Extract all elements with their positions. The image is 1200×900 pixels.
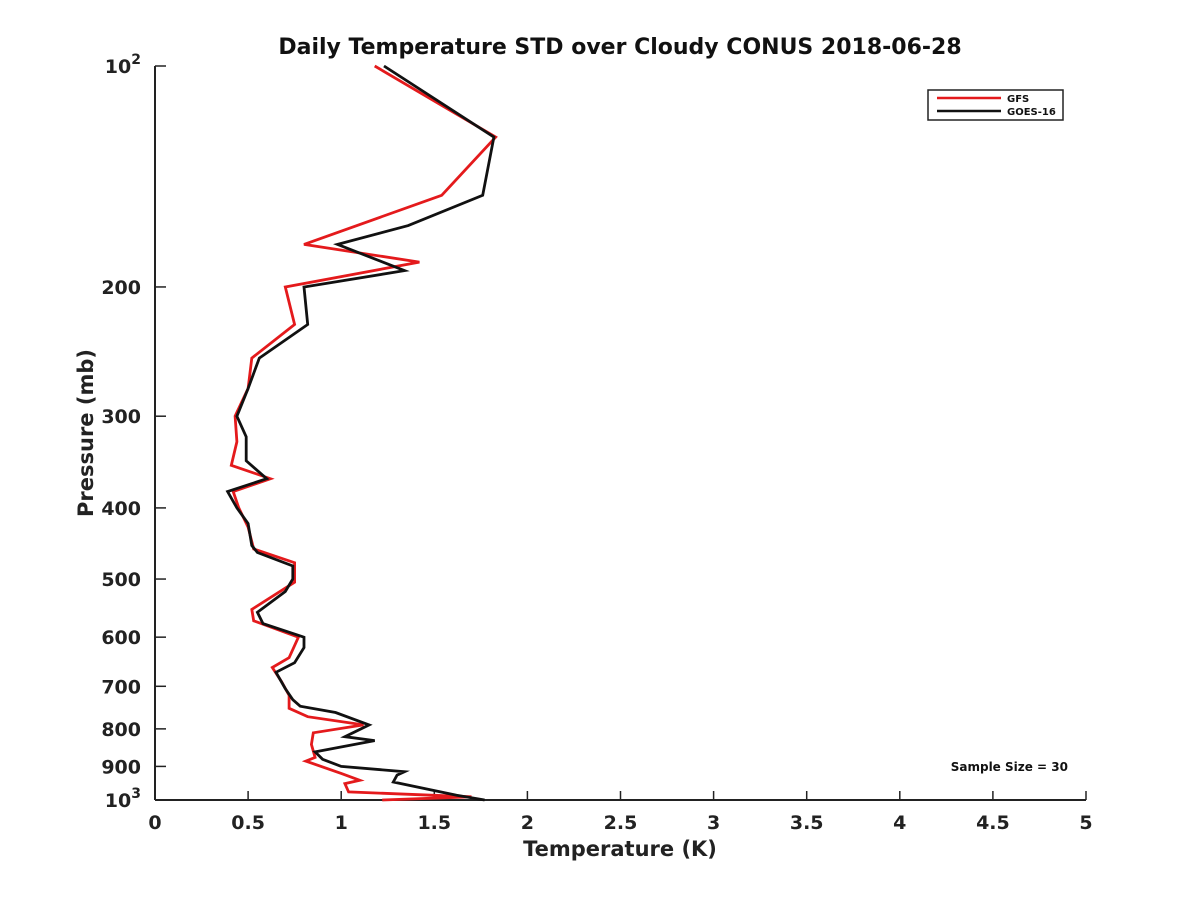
y-tick-label: 200 xyxy=(101,277,141,299)
y-tick-label: 400 xyxy=(101,498,141,520)
y-tick-label: 700 xyxy=(101,676,141,698)
legend-label-goes16: GOES-16 xyxy=(1007,107,1056,118)
x-axis-label: Temperature (K) xyxy=(523,837,717,861)
y-tick-label: 900 xyxy=(101,756,141,778)
x-tick-label: 1.5 xyxy=(417,812,451,834)
x-tick-label: 0.5 xyxy=(231,812,265,834)
x-axis-ticks: 0 0.5 1 1.5 2 2.5 3 3.5 4 4.5 5 xyxy=(148,791,1093,834)
legend: GFS GOES-16 xyxy=(927,89,1064,121)
x-tick-label: 0 xyxy=(148,812,161,834)
x-tick-label: 2.5 xyxy=(604,812,638,834)
series-line-gfs xyxy=(229,64,498,802)
y-tick-label: 300 xyxy=(101,406,141,428)
series-group xyxy=(225,64,498,802)
x-tick-label: 4.5 xyxy=(976,812,1010,834)
series-line-goes16 xyxy=(225,64,496,802)
x-tick-label: 3 xyxy=(707,812,720,834)
y-tick-label: 800 xyxy=(101,719,141,741)
x-tick-label: 4 xyxy=(893,812,906,834)
legend-box xyxy=(927,89,1064,121)
y-axis-label: Pressure (mb) xyxy=(74,349,98,517)
sample-size-annotation: Sample Size = 30 xyxy=(951,760,1068,774)
x-tick-label: 2 xyxy=(521,812,534,834)
x-tick-label: 3.5 xyxy=(790,812,824,834)
y-tick-label: 103 xyxy=(105,786,141,812)
legend-label-gfs: GFS xyxy=(1007,94,1029,105)
y-tick-label: 102 xyxy=(105,52,141,78)
x-tick-label: 1 xyxy=(335,812,348,834)
chart-title: Daily Temperature STD over Cloudy CONUS … xyxy=(278,35,961,60)
y-tick-label: 500 xyxy=(101,569,141,591)
x-tick-label: 5 xyxy=(1079,812,1092,834)
y-tick-label: 600 xyxy=(101,627,141,649)
y-axis-ticks: 102 200 300 400 500 600 700 800 900 103 xyxy=(101,52,166,812)
